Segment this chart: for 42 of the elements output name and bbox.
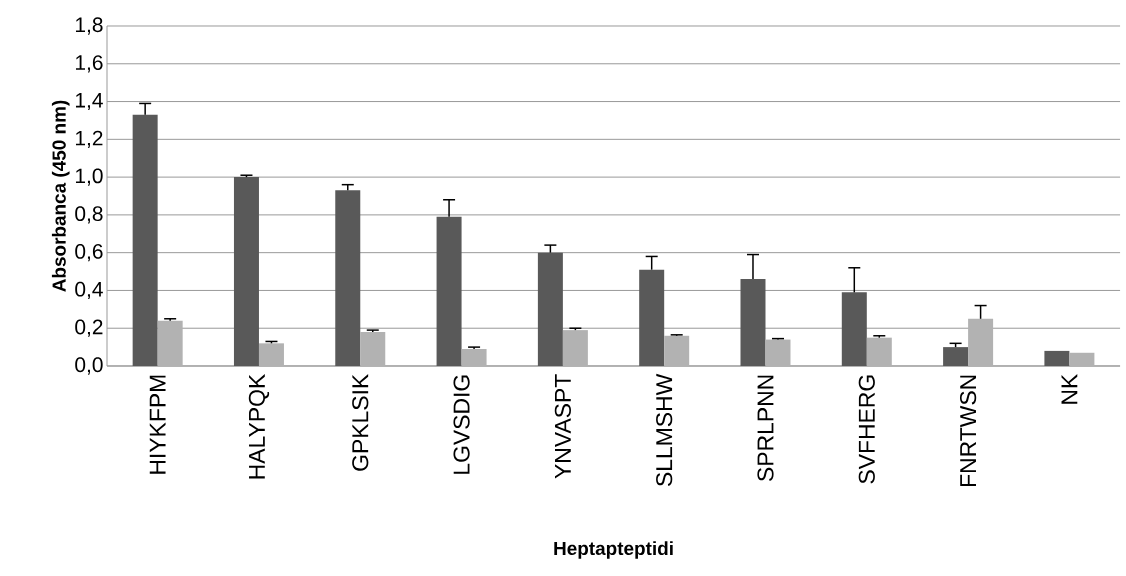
y-tick-label: 0,8 xyxy=(75,206,103,224)
bar xyxy=(537,252,563,366)
y-axis-title: Absorbanca (450 nm) xyxy=(51,100,70,292)
bar xyxy=(841,292,867,366)
y-tick-label: 0,4 xyxy=(75,281,103,300)
bar xyxy=(740,279,766,366)
y-tick-label: 1,6 xyxy=(75,55,103,73)
bar xyxy=(664,335,690,366)
y-tick-label: 0,6 xyxy=(75,244,103,262)
bar xyxy=(436,216,462,366)
bar xyxy=(1044,350,1070,366)
x-tick-label: NK xyxy=(1061,374,1078,404)
bar xyxy=(335,190,361,366)
bar xyxy=(1069,352,1095,366)
y-tick-label: 1,2 xyxy=(75,130,103,148)
x-tick-label: LGVSDIG xyxy=(453,375,470,474)
y-tick-label: 0,0 xyxy=(75,357,103,375)
bar xyxy=(639,269,665,366)
x-tick-label: SVFHERG xyxy=(858,375,875,484)
x-tick-label: FNRTWSN xyxy=(959,375,977,487)
bar xyxy=(968,318,994,366)
bar xyxy=(157,320,183,366)
bar xyxy=(258,343,284,366)
x-tick-label: YNVASPT xyxy=(554,374,571,479)
y-tick-label: 1,8 xyxy=(75,17,103,35)
y-tick-label: 1,4 xyxy=(75,93,103,111)
x-tick-label: GPKLSIK xyxy=(352,374,369,471)
bar xyxy=(132,114,158,366)
x-tick-label: HIYKFPM xyxy=(149,375,166,474)
bar xyxy=(866,337,892,366)
x-tick-label: SLLMSHW xyxy=(656,373,673,487)
bar xyxy=(360,332,386,366)
bar xyxy=(562,330,588,366)
bar xyxy=(943,347,969,366)
y-tick-label: 0,2 xyxy=(75,319,103,337)
bar xyxy=(765,339,791,366)
bar xyxy=(233,177,259,366)
x-tick-label: HALYPQK xyxy=(248,374,270,479)
x-tick-label: SPRLPNN xyxy=(757,375,774,481)
bar xyxy=(461,349,487,366)
y-tick-label: 1,0 xyxy=(75,168,103,186)
x-axis-title: Heptapteptidi xyxy=(554,541,673,559)
